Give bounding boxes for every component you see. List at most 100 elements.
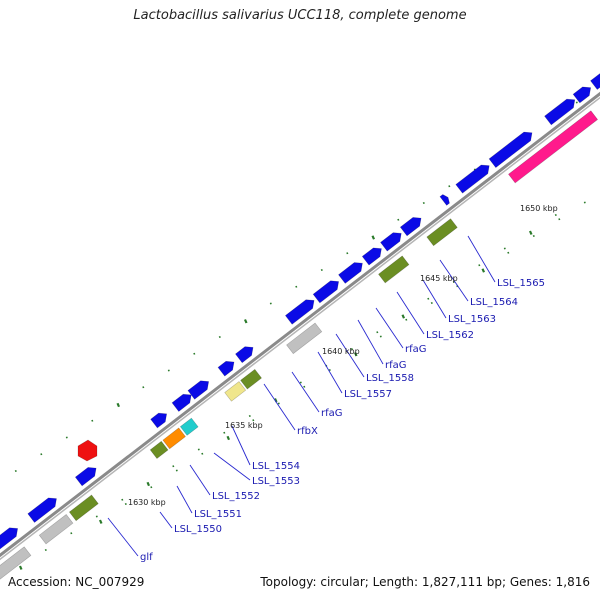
olive-feature (68, 494, 99, 522)
forward-gene (235, 346, 254, 364)
leader-line (422, 279, 447, 319)
backbone-line-outer (0, 91, 600, 558)
tick-mark (452, 280, 455, 284)
tick-mark (448, 185, 451, 188)
tick-mark (243, 319, 248, 324)
gene-label: glf (140, 552, 153, 563)
magenta-feature (508, 110, 599, 184)
forward-gene (544, 98, 576, 126)
tick-mark (401, 314, 406, 319)
tick-mark (193, 352, 196, 355)
tick-mark (532, 234, 535, 238)
olive-feature (426, 218, 458, 247)
accession-label: Accession: NC_007929 (8, 575, 145, 589)
forward-gene (338, 262, 363, 284)
leader-line (467, 235, 496, 283)
olive-feature (378, 255, 410, 284)
gene-label: LSL_1552 (212, 491, 260, 502)
tick-mark (371, 235, 376, 240)
tick-mark (226, 435, 231, 441)
tick-mark (91, 419, 94, 422)
tick-mark (167, 369, 170, 372)
tick-mark (353, 352, 358, 357)
gray-feature (38, 514, 74, 545)
tick-mark (422, 201, 425, 205)
tick-mark (95, 515, 98, 518)
map-title: Lactobacillus salivarius UCC118, complet… (133, 8, 467, 23)
tick-mark (70, 532, 73, 535)
olive-feature (240, 368, 262, 390)
tick-mark (558, 218, 561, 221)
forward-gene (399, 217, 422, 237)
scale-label: 1630 kbp (128, 498, 166, 507)
forward-gene (455, 164, 490, 194)
tick-mark (328, 368, 331, 372)
leader-line (213, 452, 251, 481)
gene-label: LSL_1563 (448, 314, 496, 325)
forward-gene (171, 393, 192, 412)
tick-mark (44, 548, 47, 552)
tick-mark (18, 565, 23, 570)
tick-mark (277, 402, 280, 405)
leader-line (231, 425, 251, 466)
leader-line (375, 307, 404, 349)
tick-mark (201, 452, 204, 455)
forward-gene (0, 527, 19, 550)
leader-line (107, 517, 139, 557)
tick-mark (376, 331, 379, 334)
scale-label: 1640 kbp (322, 347, 360, 356)
gray-feature (0, 546, 32, 580)
gene-label: LSL_1564 (470, 297, 518, 308)
cyan-feature (179, 417, 199, 436)
forward-gene (380, 232, 402, 252)
tick-mark (346, 252, 349, 255)
leader-line (317, 351, 343, 394)
scale-label: 1645 kbp (420, 274, 458, 283)
gene-label: rfaG (405, 344, 427, 355)
tick-mark (269, 302, 272, 305)
gene-label: LSL_1554 (252, 461, 300, 472)
genome-summary: Topology: circular; Length: 1,827,111 bp… (260, 575, 590, 589)
forward-gene (150, 412, 168, 429)
tick-mark (320, 268, 323, 272)
tick-mark (350, 347, 353, 351)
tick-mark (121, 498, 124, 501)
leader-line (291, 371, 320, 413)
tick-mark (397, 218, 400, 221)
tick-mark (303, 385, 306, 388)
tick-mark (481, 268, 486, 273)
tick-mark (507, 251, 510, 254)
leader-line (439, 259, 469, 302)
tick-mark (583, 201, 586, 204)
tick-mark (124, 502, 127, 506)
gene-label: LSL_1553 (252, 476, 300, 487)
tick-mark (427, 297, 430, 300)
tick-mark (150, 486, 153, 489)
tick-mark (175, 469, 178, 472)
gene-label: rfbX (297, 426, 318, 437)
scale-labels: 1630 kbp 1635 kbp 1640 kbp 1645 kbp 1650 kbp (128, 204, 558, 507)
tick-mark (405, 318, 408, 321)
leader-line (263, 383, 296, 431)
tick-mark (223, 431, 226, 434)
tick-mark (146, 481, 151, 487)
gene-label: LSL_1557 (344, 389, 392, 400)
leader-line (159, 511, 173, 529)
tick-mark (65, 436, 68, 439)
forward-gene (74, 467, 97, 487)
gene-features (0, 73, 600, 580)
forward-gene (27, 497, 57, 523)
scale-label: 1650 kbp (520, 204, 558, 213)
tick-mark (295, 285, 298, 288)
gene-label: rfaG (321, 408, 343, 419)
tick-mark (197, 448, 200, 451)
tick-mark (575, 101, 578, 104)
gray-feature (286, 322, 323, 355)
gene-label: LSL_1565 (497, 278, 545, 289)
tick-mark (40, 453, 43, 456)
tick-mark (172, 465, 175, 468)
forward-gene (572, 86, 592, 104)
tick-mark (379, 335, 382, 338)
orange-feature (162, 427, 186, 450)
backbone-line-inner (0, 96, 600, 561)
